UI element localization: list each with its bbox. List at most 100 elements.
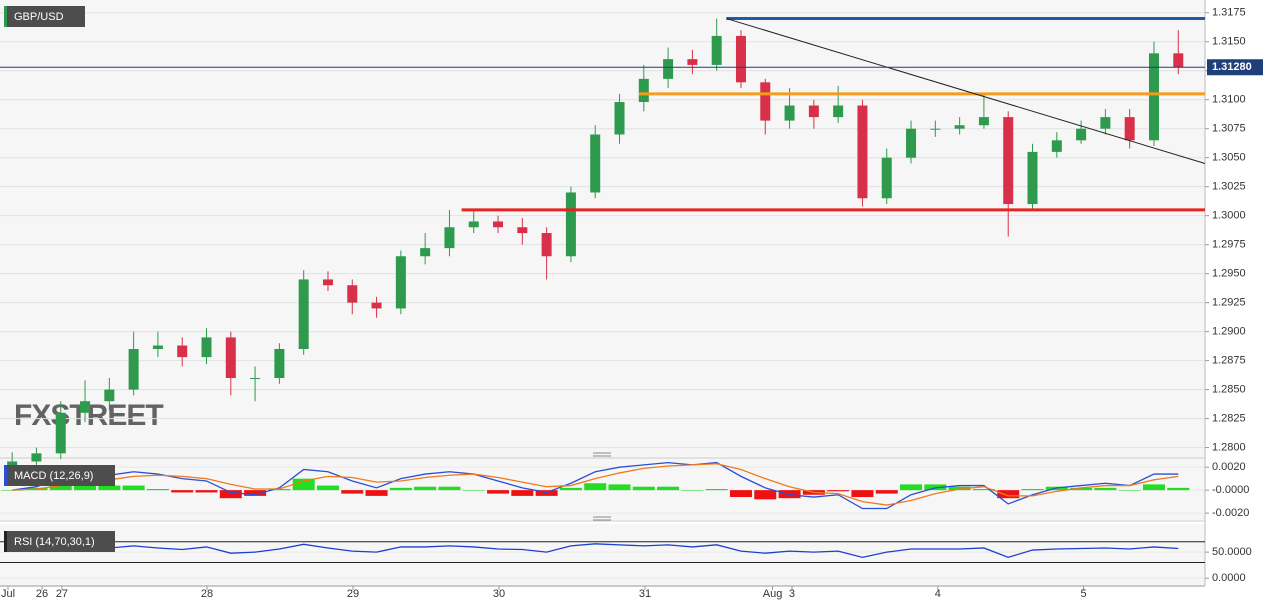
histogram-bar (244, 490, 267, 496)
y-tick-label: 50.0000 (1212, 546, 1252, 558)
candle-body (687, 59, 698, 65)
x-tick-label: 4 (935, 588, 941, 600)
histogram-bar (74, 484, 97, 491)
y-tick-label: 1.3025 (1212, 181, 1246, 193)
histogram-bar (657, 486, 680, 491)
y-tick-label: 1.2800 (1212, 441, 1246, 453)
y-tick-label: 1.2975 (1212, 239, 1246, 251)
candle-body (1124, 117, 1135, 141)
candle-body (55, 412, 66, 454)
y-tick-label: 1.3050 (1212, 152, 1246, 164)
candle-body (930, 128, 941, 130)
candle-body (881, 157, 892, 199)
candle-body (201, 337, 212, 358)
histogram-bar (1118, 490, 1141, 491)
x-tick-label: Aug (763, 588, 783, 600)
histogram-bar (1, 490, 24, 491)
candle-body (1173, 53, 1184, 68)
candle-body (565, 192, 576, 257)
candle-body (322, 279, 333, 286)
candle-body (177, 345, 188, 358)
histogram-bar (146, 489, 169, 491)
title-accent (4, 531, 7, 552)
candle-body (760, 82, 771, 121)
x-tick-label: 26 (36, 588, 48, 600)
candle-body (735, 35, 746, 83)
candle-body (663, 59, 674, 79)
histogram-bar (1021, 489, 1044, 491)
histogram-bar (827, 490, 850, 492)
histogram-bar (122, 485, 145, 491)
histogram-bar (511, 490, 534, 496)
y-tick-label: 1.2925 (1212, 297, 1246, 309)
rsi-title: RSI (14,70,30,1) (14, 536, 95, 548)
y-tick-label: 0.0000 (1212, 572, 1246, 584)
candle-body (906, 128, 917, 158)
histogram-bar (1070, 487, 1093, 491)
candle-body (590, 134, 601, 193)
histogram-bar (851, 490, 874, 498)
histogram-bar (98, 485, 121, 491)
histogram-bar (462, 490, 485, 491)
y-tick-label: 1.3175 (1212, 7, 1246, 19)
x-tick-label: 5 (1080, 588, 1086, 600)
y-tick-label: 1.2950 (1212, 268, 1246, 280)
histogram-bar (341, 490, 364, 494)
x-tick-label: Jul (1, 588, 15, 600)
y-tick-label: 1.3075 (1212, 123, 1246, 135)
histogram-bar (754, 490, 777, 500)
candle-body (298, 279, 309, 350)
histogram-bar (1094, 487, 1117, 491)
marks (0, 12, 1209, 590)
candle-body (541, 233, 552, 257)
candle-body (954, 125, 965, 129)
y-tick-label: 1.2825 (1212, 412, 1246, 424)
trend-line (726, 18, 1206, 164)
x-tick-label: 30 (493, 588, 505, 600)
candle-body (1051, 140, 1062, 152)
candle-body (347, 285, 358, 303)
price-panel (0, 0, 1205, 458)
title-accent (4, 6, 7, 27)
candle-body (1100, 117, 1111, 129)
candle-body (104, 389, 115, 402)
histogram-bar (681, 490, 704, 491)
x-tick-label: 29 (347, 588, 359, 600)
histogram-bar (389, 487, 412, 491)
y-tick-label: -0.0020 (1212, 507, 1249, 519)
line (12, 461, 1179, 510)
histogram-bar (997, 490, 1020, 499)
x-tick-label: 3 (789, 588, 795, 600)
candle-body (420, 248, 431, 257)
y-tick-label: 1.2850 (1212, 383, 1246, 395)
y-tick-label: 1.3000 (1212, 210, 1246, 222)
candle-body (978, 117, 989, 126)
histogram-bar (632, 486, 655, 491)
candle-body (128, 349, 139, 390)
candle-body (493, 221, 504, 228)
candle-body (274, 349, 285, 378)
histogram-bar (729, 490, 752, 498)
candle-body (80, 401, 91, 413)
histogram-bar (195, 490, 218, 493)
histogram-bar (584, 483, 607, 491)
candle-body (784, 105, 795, 121)
candle-body (1076, 128, 1087, 141)
candle-body (1027, 151, 1038, 205)
histogram-bar (1167, 487, 1190, 491)
histogram-bar (414, 486, 437, 491)
candle-body (808, 105, 819, 118)
candle-body (833, 105, 844, 118)
y-tick-label: 1.3150 (1212, 36, 1246, 48)
histogram-bar (438, 486, 461, 491)
candle-body (468, 221, 479, 228)
histogram-bar (219, 490, 242, 499)
candle-body (31, 453, 42, 462)
y-tick-label: 1.2900 (1212, 326, 1246, 338)
candle-body (444, 227, 455, 249)
panel-handles (593, 452, 611, 521)
macd-title: MACD (12,26,9) (14, 470, 93, 482)
x-tick-label: 28 (201, 588, 213, 600)
histogram-bar (705, 489, 728, 491)
candle-body (638, 78, 649, 103)
